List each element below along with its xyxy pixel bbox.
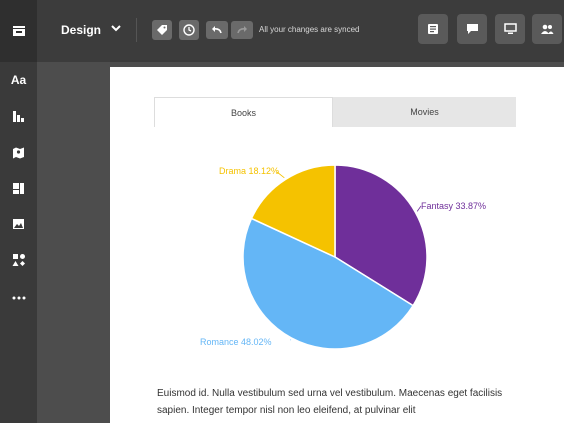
app-menu-button[interactable] — [0, 0, 37, 62]
image-icon — [13, 219, 24, 229]
tab-books[interactable]: Books — [154, 97, 333, 127]
bar-chart-icon — [13, 110, 24, 122]
pie-slice-drama[interactable] — [250, 164, 336, 259]
history-button[interactable] — [179, 20, 199, 40]
preview-button[interactable] — [495, 14, 525, 44]
pie-leader-line-drama — [276, 171, 285, 179]
shapes-icon — [12, 254, 25, 266]
pie-chart[interactable]: Fantasy 33.87% Romance 48.02% Drama 18.1… — [150, 130, 530, 360]
tab-movies[interactable]: Movies — [333, 97, 516, 127]
text-icon: Aa — [10, 73, 27, 87]
users-icon — [541, 24, 554, 34]
sidebar-item-charts[interactable] — [0, 104, 37, 128]
map-icon — [13, 147, 24, 158]
sidebar-item-shapes[interactable] — [0, 248, 37, 272]
monitor-icon — [503, 23, 517, 34]
clock-icon — [183, 24, 195, 36]
sidebar-item-maps[interactable] — [0, 140, 37, 164]
share-button[interactable] — [532, 14, 562, 44]
left-sidebar: Aa — [0, 62, 37, 423]
comment-icon — [466, 24, 478, 34]
redo-icon — [237, 26, 247, 34]
sync-status-text: All your changes are synced — [259, 25, 360, 34]
pie-slice-romance[interactable] — [242, 217, 415, 350]
toolbar-divider — [136, 18, 137, 42]
body-paragraph: Euismod id. Nulla vestibulum sed urna ve… — [157, 388, 503, 416]
undo-icon — [212, 26, 222, 34]
sidebar-item-text[interactable]: Aa — [0, 68, 37, 92]
layout-icon — [13, 182, 24, 194]
pie-leader-line-fantasy — [416, 205, 422, 212]
tag-icon — [157, 25, 167, 35]
inbox-icon — [12, 26, 25, 36]
redo-button[interactable] — [231, 21, 253, 39]
more-icon — [12, 296, 25, 300]
pie-label-fantasy: Fantasy 33.87% — [421, 201, 486, 211]
top-toolbar: Design All your changes are synced — [0, 0, 564, 62]
undo-button[interactable] — [206, 21, 228, 39]
chevron-down-icon[interactable] — [110, 22, 122, 34]
sidebar-item-more[interactable] — [0, 286, 37, 310]
sidebar-item-layouts[interactable] — [0, 176, 37, 200]
notes-icon — [428, 24, 438, 34]
pie-label-romance: Romance 48.02% — [200, 337, 272, 347]
design-menu-label[interactable]: Design — [61, 23, 102, 37]
notes-button[interactable] — [418, 14, 448, 44]
chart-tabs: Books Movies — [154, 97, 516, 127]
comments-button[interactable] — [457, 14, 487, 44]
tag-button[interactable] — [152, 20, 172, 40]
sidebar-item-images[interactable] — [0, 212, 37, 236]
pie-label-drama: Drama 18.12% — [219, 166, 279, 176]
